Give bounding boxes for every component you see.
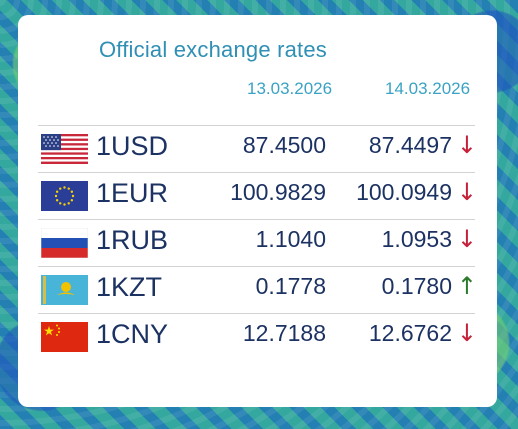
date-column-1: 13.03.2026 [247,79,333,98]
ru-flag-icon [41,228,88,258]
rate-date-2: 100.0949 [356,179,452,205]
rate-date-2: 87.4497 [368,132,452,158]
card-title: Official exchange rates [99,37,327,62]
arrow-down-icon: ↓ [456,131,477,159]
row-divider [38,172,475,173]
currency-code: 1EUR [96,178,169,208]
rate-date-2: 1.0953 [381,226,452,252]
row-divider [38,125,475,126]
rate-row-cny: 1CNY 12.7188 12.6762 ↓ [18,313,497,360]
rate-date-2: 0.1780 [381,273,452,299]
arrow-down-icon: ↓ [456,225,477,253]
currency-code: 1CNY [96,319,169,349]
us-flag-icon [41,134,88,164]
arrow-down-icon: ↓ [456,319,477,347]
row-divider [38,219,475,220]
date-column-2: 14.03.2026 [385,79,471,98]
arrow-down-icon: ↓ [456,178,477,206]
kz-flag-icon [41,275,88,305]
rate-row-eur: 1EUR 100.9829 100.0949 ↓ [18,172,497,219]
arrow-up-icon: ↑ [456,272,477,300]
rate-date-1: 100.9829 [230,179,326,205]
currency-code: 1KZT [96,272,163,302]
currency-code: 1USD [96,131,169,161]
rate-date-2: 12.6762 [368,320,452,346]
cn-flag-icon [41,322,88,352]
rate-date-1: 87.4500 [242,132,326,158]
rate-row-rub: 1RUB 1.1040 1.0953 ↓ [18,219,497,266]
row-divider [38,313,475,314]
currency-code: 1RUB [96,225,169,255]
rate-row-kzt: 1KZT 0.1778 0.1780 ↑ [18,266,497,313]
rate-row-usd: 1USD 87.4500 87.4497 ↓ [18,125,497,172]
eu-flag-icon [41,181,88,211]
rate-date-1: 0.1778 [255,273,326,299]
exchange-rates-card: Official exchange rates 13.03.2026 14.03… [18,15,497,407]
rate-date-1: 12.7188 [242,320,326,346]
row-divider [38,266,475,267]
rate-date-1: 1.1040 [255,226,326,252]
